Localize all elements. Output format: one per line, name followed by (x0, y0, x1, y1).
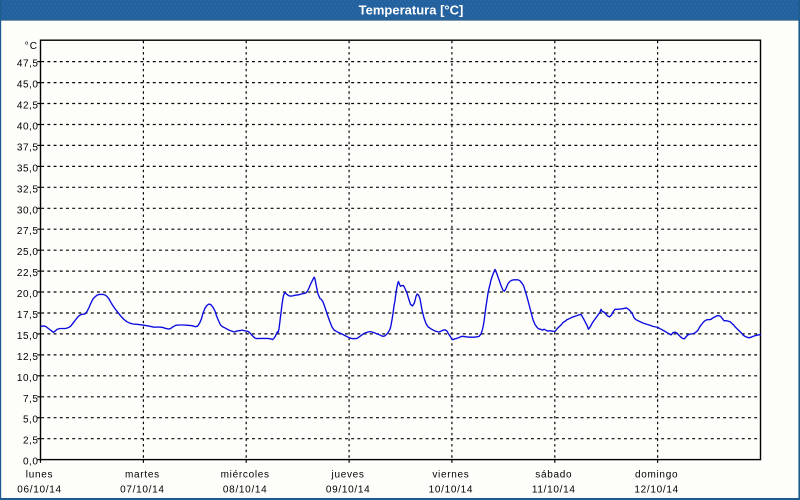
svg-text:27,5: 27,5 (17, 226, 38, 237)
svg-text:viernes: viernes (432, 469, 469, 480)
svg-text:12,5: 12,5 (17, 352, 38, 363)
svg-text:30,0: 30,0 (17, 205, 38, 216)
svg-text:37,5: 37,5 (17, 142, 38, 153)
svg-text:32,5: 32,5 (17, 184, 38, 195)
svg-text:17,5: 17,5 (17, 310, 38, 321)
svg-text:domingo: domingo (635, 469, 678, 480)
svg-text:lunes: lunes (26, 469, 53, 480)
svg-text:12/10/14: 12/10/14 (634, 485, 679, 496)
svg-text:20,0: 20,0 (17, 289, 38, 300)
svg-text:25,0: 25,0 (17, 247, 38, 258)
svg-text:0,0: 0,0 (23, 457, 38, 468)
svg-text:10/10/14: 10/10/14 (429, 485, 474, 496)
svg-text:09/10/14: 09/10/14 (326, 485, 371, 496)
svg-text:11/10/14: 11/10/14 (532, 485, 576, 496)
svg-text:martes: martes (125, 469, 160, 480)
svg-text:5,0: 5,0 (23, 415, 38, 426)
svg-text:7,5: 7,5 (23, 394, 38, 405)
svg-text:jueves: jueves (331, 469, 365, 480)
svg-text:40,0: 40,0 (17, 122, 38, 133)
svg-text:42,5: 42,5 (17, 101, 38, 112)
svg-text:miércoles: miércoles (221, 469, 270, 480)
svg-text:22,5: 22,5 (17, 268, 38, 279)
svg-text:47,5: 47,5 (17, 59, 38, 70)
svg-text:°C: °C (25, 41, 39, 52)
svg-text:08/10/14: 08/10/14 (223, 485, 268, 496)
svg-text:10,0: 10,0 (17, 373, 38, 384)
svg-text:Temperatura [°C]: Temperatura [°C] (359, 3, 464, 18)
svg-text:06/10/14: 06/10/14 (17, 485, 62, 496)
svg-text:07/10/14: 07/10/14 (120, 485, 165, 496)
svg-text:sábado: sábado (535, 469, 572, 480)
svg-text:35,0: 35,0 (17, 163, 38, 174)
svg-text:2,5: 2,5 (23, 436, 38, 447)
svg-text:15,0: 15,0 (17, 331, 38, 342)
svg-text:45,0: 45,0 (17, 80, 38, 91)
